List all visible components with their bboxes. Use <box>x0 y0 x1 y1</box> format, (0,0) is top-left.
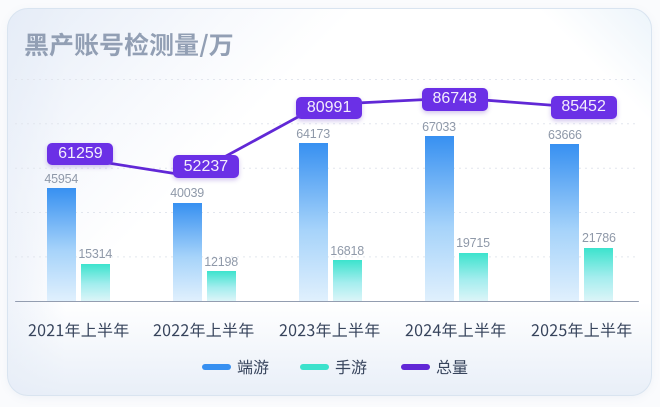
legend-label-端游[interactable] <box>237 359 269 375</box>
total-value-box[interactable]: 61259 <box>47 142 114 166</box>
bar-value-label: 12198 <box>204 255 239 269</box>
glyph-path <box>49 32 73 57</box>
legend-swatch-端游[interactable] <box>201 363 231 370</box>
bar-手游-3[interactable] <box>332 259 362 302</box>
cjk-text-svg <box>405 322 506 338</box>
legend-label-手游[interactable] <box>335 359 367 375</box>
glyph-path <box>584 322 600 337</box>
glyph-path <box>237 359 253 374</box>
glyph-path <box>432 324 441 337</box>
glyph-path <box>332 322 348 337</box>
glyph-path <box>617 322 632 338</box>
glyph-path <box>64 322 80 338</box>
cjk-text-svg <box>531 322 632 338</box>
glyph-path <box>56 324 63 337</box>
chart-card <box>7 8 652 396</box>
glyph-path <box>97 322 112 338</box>
glyph-path <box>100 33 123 57</box>
x-axis-label[interactable] <box>531 322 633 338</box>
glyph-path <box>531 324 540 337</box>
x-axis-line <box>15 300 639 303</box>
glyph-path <box>600 322 616 338</box>
bar-value-label: 15314 <box>78 247 113 262</box>
glyph-path <box>190 322 206 338</box>
glyph-path <box>206 322 222 337</box>
cjk-text-svg <box>154 322 254 338</box>
bar-value-label: 21786 <box>582 231 616 246</box>
cjk-text-svg <box>336 359 367 374</box>
glyph-path <box>74 33 99 57</box>
glyph-path <box>405 324 414 337</box>
glyph-path <box>336 359 351 374</box>
bar-端游-2[interactable] <box>172 202 202 302</box>
glyph-path <box>209 34 233 57</box>
glyph-path <box>25 33 49 57</box>
glyph-path <box>549 324 558 337</box>
glyph-path <box>458 322 474 337</box>
bar-value-label: 45954 <box>44 171 79 186</box>
glyph-path <box>124 32 149 57</box>
legend-swatch-手游[interactable] <box>300 363 330 370</box>
cjk-text-svg <box>25 32 233 57</box>
glyph-path <box>81 322 96 337</box>
glyph-path <box>491 322 506 338</box>
bar-手游-5[interactable] <box>584 247 614 302</box>
glyph-path <box>28 324 36 337</box>
cjk-text-svg <box>28 322 129 338</box>
x-axis-label[interactable] <box>405 322 507 338</box>
glyph-path <box>442 322 457 338</box>
x-axis-label[interactable] <box>279 322 381 338</box>
glyph-path <box>149 32 173 57</box>
cjk-text-svg <box>279 322 380 338</box>
bar-手游-1[interactable] <box>80 263 110 302</box>
glyph-path <box>175 33 198 56</box>
glyph-path <box>558 324 567 337</box>
glyph-path <box>154 324 162 337</box>
glyph-path <box>568 322 583 338</box>
glyph-path <box>199 33 209 57</box>
glyph-path <box>239 322 254 338</box>
glyph-path <box>46 324 54 337</box>
glyph-path <box>181 324 189 337</box>
glyph-path <box>298 324 306 337</box>
total-value-box[interactable]: 80991 <box>296 96 363 119</box>
glyph-path <box>351 359 367 374</box>
cjk-text-svg <box>436 359 468 374</box>
legend-label-总量[interactable] <box>436 359 468 375</box>
bar-端游-1[interactable] <box>46 188 76 302</box>
glyph-path <box>452 359 468 374</box>
glyph-path <box>279 324 288 337</box>
total-value-box[interactable]: 52237 <box>172 155 239 178</box>
bar-value-label: 16818 <box>330 243 364 258</box>
glyph-path <box>424 324 432 337</box>
bar-手游-4[interactable] <box>458 252 488 302</box>
legend-swatch-总量[interactable] <box>400 363 430 370</box>
glyph-path <box>253 359 269 374</box>
cjk-text-svg <box>237 359 269 374</box>
glyph-path <box>113 322 129 338</box>
glyph-path <box>436 359 452 374</box>
glyph-path <box>365 322 380 338</box>
glyph-path <box>316 322 332 338</box>
x-axis-label[interactable] <box>153 322 255 338</box>
x-axis-label[interactable] <box>28 322 130 338</box>
total-value-box[interactable]: 86748 <box>421 88 488 111</box>
glyph-path <box>475 322 490 338</box>
glyph-path <box>349 322 364 338</box>
chart-title <box>24 32 234 57</box>
total-value-box[interactable]: 85452 <box>550 96 617 119</box>
bar-value-label: 40039 <box>170 186 205 201</box>
bar-手游-2[interactable] <box>206 271 236 302</box>
glyph-path <box>172 324 180 337</box>
glyph-path <box>223 322 238 338</box>
bar-value-label: 19715 <box>456 236 490 251</box>
glyph-path <box>307 324 315 337</box>
